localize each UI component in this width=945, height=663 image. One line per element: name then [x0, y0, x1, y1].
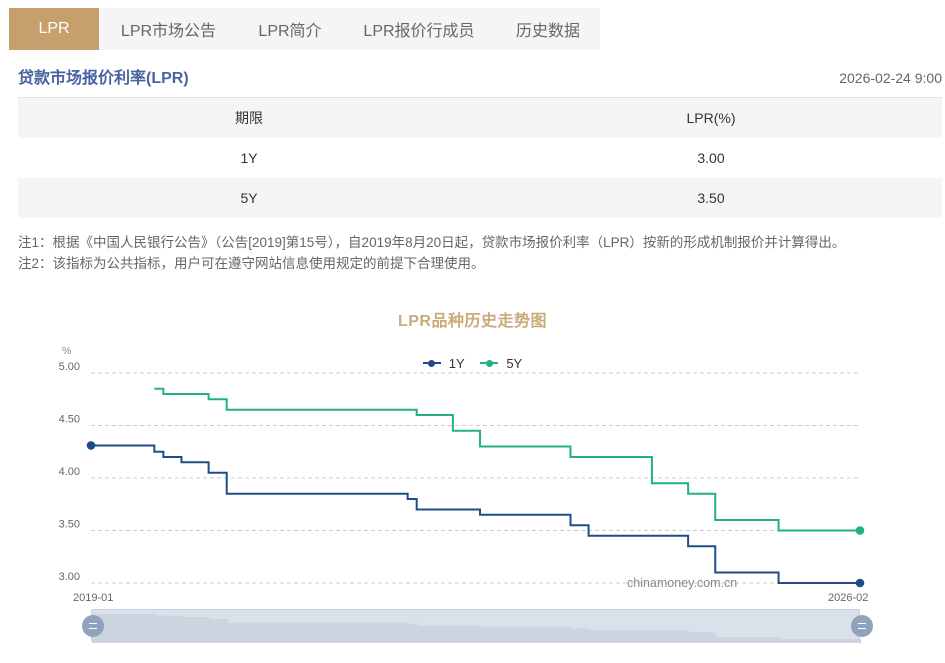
svg-text:4.50: 4.50 [59, 414, 80, 426]
svg-text:3.50: 3.50 [59, 519, 80, 531]
svg-text:3.00: 3.00 [59, 571, 80, 583]
svg-text:5.00: 5.00 [59, 361, 80, 373]
svg-text:chinamoney.com.cn: chinamoney.com.cn [627, 576, 737, 590]
svg-text:4.00: 4.00 [59, 466, 80, 478]
svg-text:%: % [62, 345, 71, 357]
